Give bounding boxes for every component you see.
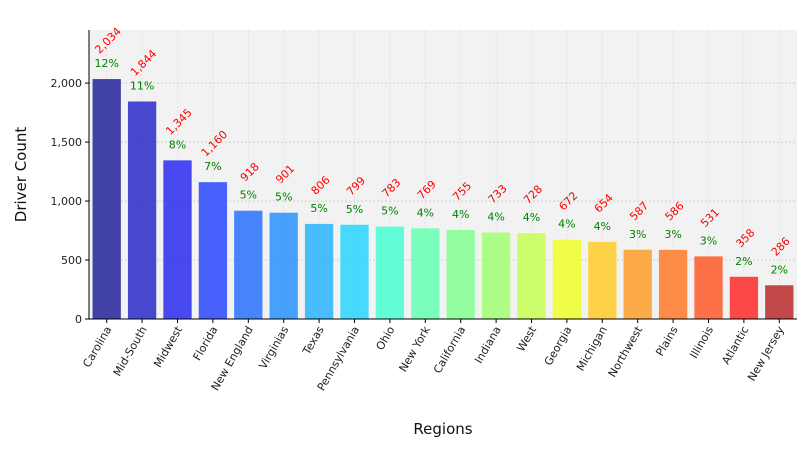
bar-northwest — [623, 249, 652, 319]
percent-label: 5% — [381, 205, 398, 218]
bars — [92, 79, 794, 320]
y-tick-label: 0 — [75, 313, 82, 326]
percent-label: 5% — [240, 189, 257, 202]
bar-texas — [304, 223, 334, 319]
y-tick-label: 2,000 — [51, 77, 83, 90]
x-tick-label: Florida — [191, 324, 221, 363]
y-axis-title: Driver Count — [12, 127, 30, 223]
x-tick-label: Indiana — [472, 324, 504, 366]
bar-ohio — [375, 226, 405, 319]
x-tick-label: West — [514, 323, 539, 354]
percent-label: 2% — [771, 263, 788, 276]
x-tick-label: Plains — [653, 324, 680, 359]
y-tick-label: 1,000 — [51, 195, 83, 208]
x-tick-label: Georgia — [542, 324, 575, 368]
percent-label: 4% — [452, 208, 469, 221]
bar-indiana — [481, 232, 511, 319]
percent-label: 4% — [487, 211, 504, 224]
percent-label: 7% — [204, 160, 221, 173]
bar-georgia — [552, 239, 582, 319]
percent-label: 3% — [629, 228, 646, 241]
y-tick-label: 1,500 — [51, 136, 83, 149]
percent-label: 4% — [594, 220, 611, 233]
bar-michigan — [588, 241, 617, 319]
percent-label: 12% — [94, 57, 118, 70]
x-tick-label: Illinois — [687, 324, 716, 361]
x-tick-label: Mid-South — [111, 324, 150, 379]
percent-label: 4% — [523, 211, 540, 224]
x-tick-label: Atlantic — [719, 324, 751, 367]
bar-california — [446, 229, 475, 319]
bar-plains — [658, 249, 688, 319]
x-tick-label: Michigan — [574, 324, 610, 373]
bar-florida — [198, 182, 228, 319]
percent-label: 4% — [558, 218, 575, 231]
bar-new-jersey — [765, 285, 794, 319]
percent-label: 5% — [346, 203, 363, 216]
plot-area — [89, 30, 797, 319]
bar-pennsylvania — [340, 224, 369, 319]
bar-new-england — [234, 210, 263, 319]
x-tick-label: Ohio — [374, 324, 398, 353]
x-tick-label: Virginias — [256, 324, 291, 372]
percent-label: 5% — [275, 191, 292, 204]
x-tick-label: New Jersey — [745, 324, 787, 384]
percent-label: 3% — [700, 234, 717, 247]
axes — [88, 30, 797, 320]
y-tick-label: 500 — [61, 254, 82, 267]
bar-atlantic — [729, 276, 759, 319]
bar-illinois — [694, 256, 723, 319]
bar-carolina — [92, 79, 121, 320]
percent-label: 4% — [417, 206, 434, 219]
bar-new-york — [411, 228, 440, 319]
bar-virginias — [269, 212, 298, 319]
percent-label: 8% — [169, 138, 186, 151]
x-tick-label: New York — [396, 323, 433, 374]
y-ticks: 0 500 1,000 1,500 2,000 — [51, 77, 89, 326]
x-axis-title: Regions — [413, 420, 472, 438]
bar-mid-south — [127, 101, 157, 319]
x-tick-label: Midwest — [151, 323, 185, 369]
percent-label: 2% — [735, 255, 752, 268]
x-tick-label: California — [431, 324, 468, 376]
x-tick-label: Carolina — [80, 324, 114, 370]
x-tick-label: Northwest — [606, 323, 646, 379]
bar-west — [517, 233, 546, 319]
percent-label: 3% — [664, 228, 681, 241]
percent-label: 11% — [130, 79, 154, 92]
bar-midwest — [163, 160, 192, 319]
x-tick-label: Texas — [300, 324, 327, 358]
percent-label: 5% — [310, 202, 327, 215]
